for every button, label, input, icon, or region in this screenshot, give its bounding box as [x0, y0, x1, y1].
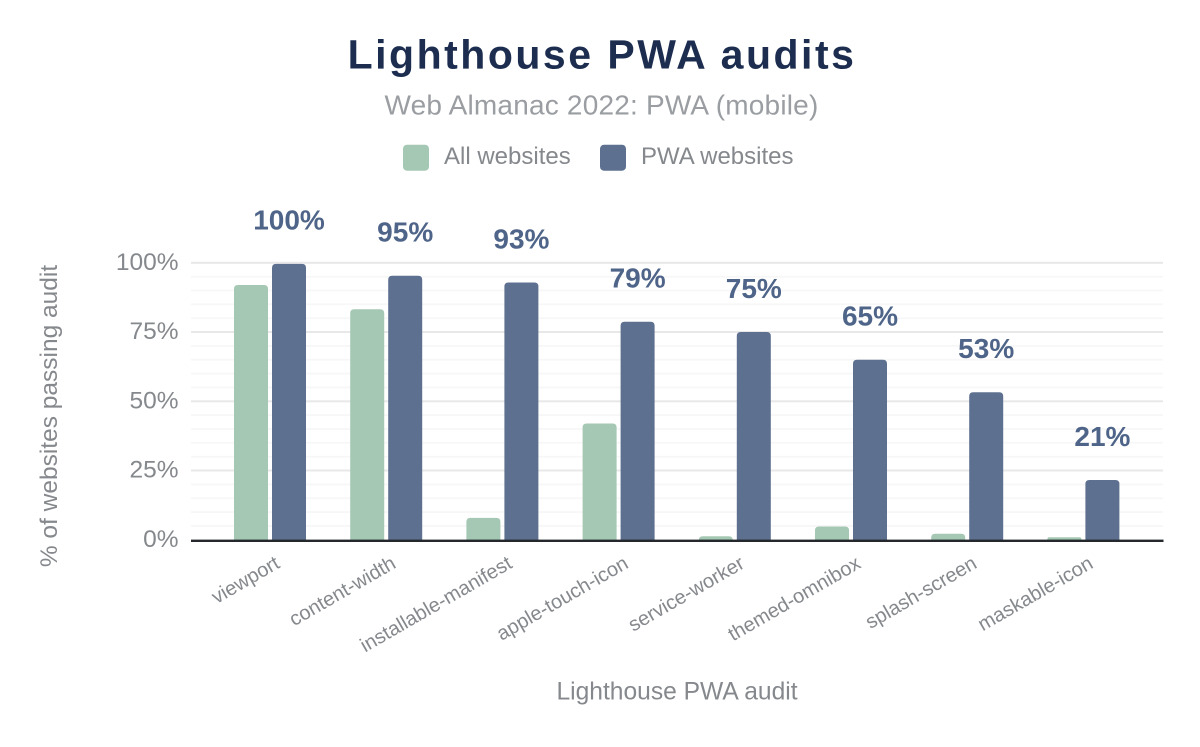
svg-text:21%: 21% — [1074, 421, 1130, 452]
svg-text:75%: 75% — [726, 273, 782, 304]
svg-text:Web Almanac 2022: PWA (mobile): Web Almanac 2022: PWA (mobile) — [385, 90, 819, 121]
svg-text:50%: 50% — [129, 387, 178, 414]
svg-text:93%: 93% — [493, 223, 549, 254]
svg-text:79%: 79% — [610, 263, 666, 294]
svg-text:75%: 75% — [129, 318, 178, 345]
svg-text:25%: 25% — [129, 457, 178, 484]
svg-text:95%: 95% — [377, 217, 433, 248]
svg-text:53%: 53% — [958, 333, 1014, 364]
svg-text:Lighthouse PWA audit: Lighthouse PWA audit — [556, 678, 797, 705]
svg-text:100%: 100% — [253, 205, 325, 236]
svg-text:All websites: All websites — [444, 143, 571, 170]
svg-text:65%: 65% — [842, 301, 898, 332]
svg-text:Lighthouse PWA audits: Lighthouse PWA audits — [348, 32, 857, 78]
svg-text:100%: 100% — [116, 249, 179, 276]
svg-text:% of websites passing audit: % of websites passing audit — [36, 265, 63, 568]
svg-text:PWA websites: PWA websites — [641, 143, 794, 170]
svg-text:0%: 0% — [143, 526, 178, 553]
